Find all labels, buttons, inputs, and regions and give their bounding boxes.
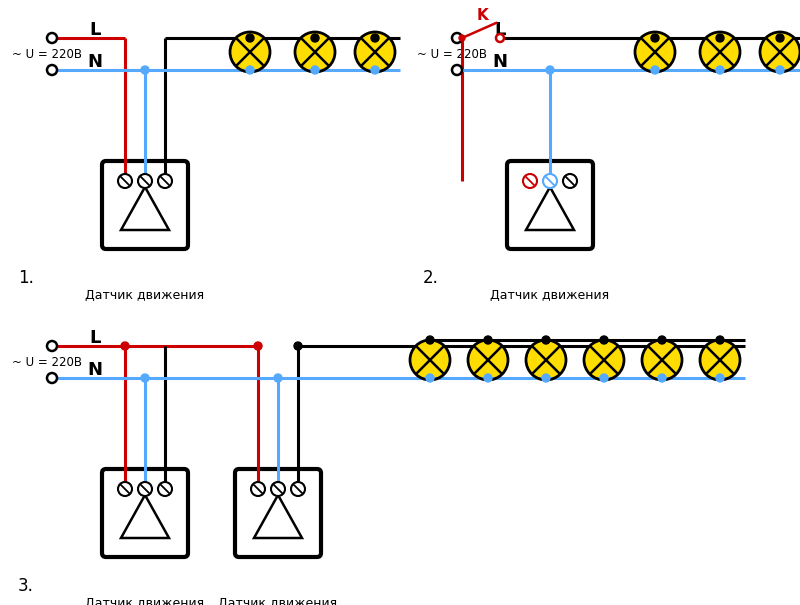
Text: 3.: 3. — [18, 577, 34, 595]
Text: 1.: 1. — [18, 269, 34, 287]
Circle shape — [118, 174, 132, 188]
Circle shape — [584, 340, 624, 380]
Text: Датчик движения: Датчик движения — [490, 289, 610, 301]
Circle shape — [658, 336, 666, 344]
Circle shape — [452, 65, 462, 75]
Circle shape — [526, 340, 566, 380]
Circle shape — [651, 34, 659, 42]
Text: L: L — [494, 21, 506, 39]
Circle shape — [459, 35, 465, 41]
Circle shape — [294, 342, 302, 350]
Circle shape — [716, 374, 724, 382]
Circle shape — [410, 340, 450, 380]
Circle shape — [47, 341, 57, 351]
Circle shape — [658, 374, 666, 382]
Circle shape — [47, 33, 57, 43]
Circle shape — [254, 342, 262, 350]
Circle shape — [700, 340, 740, 380]
Circle shape — [468, 340, 508, 380]
Circle shape — [47, 65, 57, 75]
Circle shape — [311, 34, 319, 42]
Text: Датчик движения: Датчик движения — [218, 597, 338, 605]
Circle shape — [600, 374, 608, 382]
Circle shape — [760, 32, 800, 72]
Circle shape — [47, 373, 57, 383]
Circle shape — [118, 482, 132, 496]
Circle shape — [542, 374, 550, 382]
Circle shape — [543, 174, 557, 188]
Circle shape — [776, 66, 784, 74]
Circle shape — [295, 32, 335, 72]
Circle shape — [158, 174, 172, 188]
Circle shape — [635, 32, 675, 72]
FancyBboxPatch shape — [507, 161, 593, 249]
Text: Датчик движения: Датчик движения — [86, 289, 205, 301]
Circle shape — [230, 32, 270, 72]
Circle shape — [138, 174, 152, 188]
Circle shape — [291, 482, 305, 496]
Circle shape — [651, 66, 659, 74]
Circle shape — [600, 336, 608, 344]
Circle shape — [776, 34, 784, 42]
Circle shape — [141, 374, 149, 382]
Circle shape — [426, 336, 434, 344]
Text: ~ U = 220B: ~ U = 220B — [12, 356, 82, 368]
Circle shape — [426, 374, 434, 382]
Circle shape — [138, 482, 152, 496]
Circle shape — [484, 336, 492, 344]
Circle shape — [121, 342, 129, 350]
Text: ~ U = 220B: ~ U = 220B — [12, 48, 82, 61]
Circle shape — [311, 66, 319, 74]
Circle shape — [642, 340, 682, 380]
Text: ~ U = 220B: ~ U = 220B — [417, 48, 487, 61]
Text: K: K — [477, 8, 489, 24]
Circle shape — [716, 66, 724, 74]
Text: 2.: 2. — [423, 269, 439, 287]
Text: N: N — [87, 361, 102, 379]
Circle shape — [716, 336, 724, 344]
Circle shape — [251, 482, 265, 496]
Circle shape — [355, 32, 395, 72]
Text: L: L — [90, 21, 101, 39]
Circle shape — [246, 34, 254, 42]
Circle shape — [716, 34, 724, 42]
Circle shape — [546, 66, 554, 74]
Circle shape — [700, 32, 740, 72]
Circle shape — [246, 66, 254, 74]
Text: N: N — [493, 53, 507, 71]
Circle shape — [371, 34, 379, 42]
Circle shape — [158, 482, 172, 496]
FancyBboxPatch shape — [102, 161, 188, 249]
Circle shape — [274, 374, 282, 382]
Circle shape — [141, 66, 149, 74]
Circle shape — [563, 174, 577, 188]
Text: L: L — [90, 329, 101, 347]
Circle shape — [523, 174, 537, 188]
Circle shape — [484, 374, 492, 382]
FancyBboxPatch shape — [102, 469, 188, 557]
FancyBboxPatch shape — [235, 469, 321, 557]
Circle shape — [542, 336, 550, 344]
Circle shape — [496, 34, 504, 42]
Text: Датчик движения: Датчик движения — [86, 597, 205, 605]
Circle shape — [371, 66, 379, 74]
Circle shape — [452, 33, 462, 43]
Circle shape — [271, 482, 285, 496]
Text: N: N — [87, 53, 102, 71]
